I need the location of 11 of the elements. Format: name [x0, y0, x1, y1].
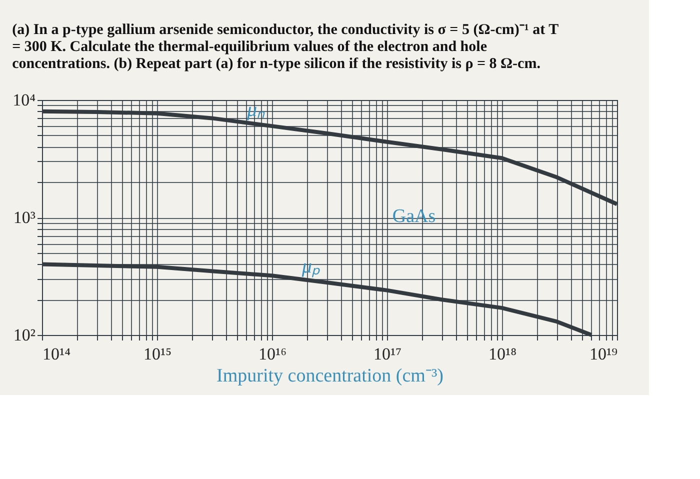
y-tick-label: 10⁴: [12, 90, 36, 110]
y-tick-label: 10²: [13, 326, 36, 344]
x-tick-label: 10¹⁴: [42, 344, 71, 364]
x-tick-label: 10¹⁶: [258, 344, 287, 364]
x-tick-label: 10¹⁹: [589, 344, 618, 364]
y-tick-label: 10³: [13, 208, 36, 227]
x-tick-label: 10¹⁸: [488, 344, 517, 364]
x-tick-label: 10¹⁵: [143, 344, 172, 364]
chart-title: (a) In a p-type gallium arsenide semiconductor, the conductivity is σ = 5 (Ω-cm)⁻¹ at T = 300 K. Calculate the thermal-equilibrium values of the electron and hole concentrations. (b) Repeat part (a) for n-type silicon if the resistivity is ρ = 8 Ω-cm.: [12, 22, 559, 72]
x-axis-title: Impurity concentration (cm⁻³): [216, 366, 444, 386]
x-tick-label: 10¹⁷: [373, 344, 402, 364]
